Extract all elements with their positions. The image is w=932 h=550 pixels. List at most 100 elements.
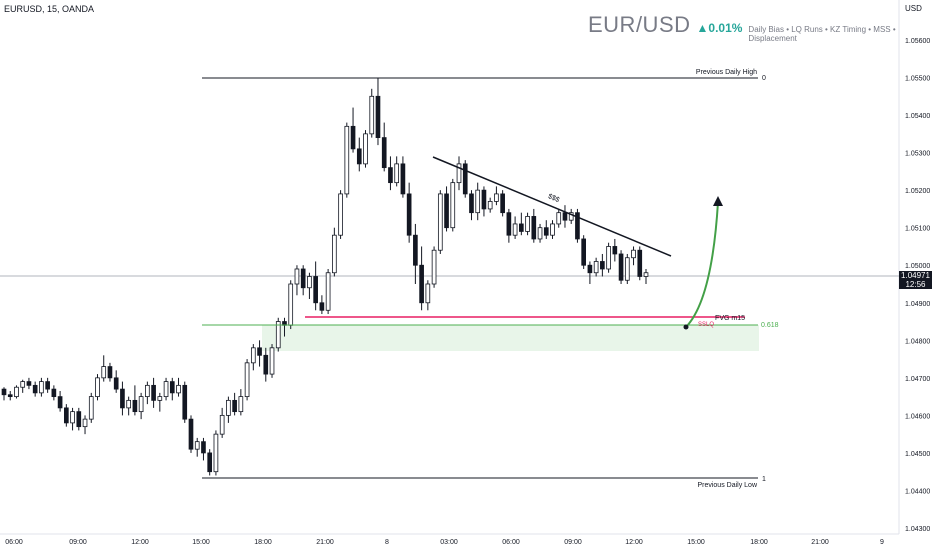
candle-body — [207, 452, 213, 473]
current-price-value: 1.04971 — [901, 271, 930, 280]
candle — [163, 377, 169, 401]
time-tick-label: 09:00 — [564, 539, 582, 546]
candle-body — [14, 386, 19, 398]
candle — [120, 381, 125, 416]
candle-body — [257, 347, 262, 356]
candle-body — [643, 272, 649, 277]
candle-body — [350, 125, 356, 150]
candle — [568, 208, 574, 224]
candle — [525, 212, 530, 236]
candle-body — [275, 321, 281, 349]
candle — [600, 253, 605, 277]
price-axis[interactable]: 1.05600 1.05500 1.05400 1.05300 1.05200 1.051… — [905, 38, 930, 533]
candle — [437, 190, 443, 254]
trendline[interactable] — [432, 156, 672, 257]
price-tick-label: 1.04300 — [905, 526, 930, 533]
candle-body — [512, 223, 518, 236]
candle-body — [618, 253, 624, 281]
ssl-label: SSLQ — [698, 322, 714, 328]
candle-body — [63, 407, 69, 424]
fvg-zone — [262, 325, 759, 351]
candle — [444, 186, 449, 232]
candle — [51, 385, 57, 401]
candle — [618, 250, 624, 284]
candle-body — [500, 193, 505, 214]
fib-618-label: 0.618 — [761, 322, 779, 329]
candle-body — [213, 433, 219, 473]
candle — [456, 156, 462, 191]
candle — [207, 449, 213, 476]
price-tick-label: 1.05000 — [905, 263, 930, 270]
candle — [531, 208, 537, 243]
candle-body — [151, 384, 156, 401]
candle — [363, 130, 368, 168]
candle-body — [70, 411, 75, 424]
candle — [431, 246, 437, 288]
candle — [219, 407, 225, 438]
candle-body — [413, 234, 418, 266]
candle-body — [157, 396, 163, 401]
candle — [575, 208, 580, 243]
candle-body — [1, 388, 7, 396]
candle-body — [581, 238, 587, 266]
time-tick-label: 8 — [385, 539, 389, 546]
time-tick-label: 06:00 — [502, 539, 520, 546]
candle — [95, 374, 100, 401]
candle — [113, 370, 119, 393]
candle — [307, 272, 312, 300]
candle — [413, 223, 418, 284]
candle — [338, 190, 343, 239]
candle — [288, 280, 294, 330]
candle-body — [543, 227, 549, 236]
candle-body — [57, 396, 63, 409]
candle-body — [406, 193, 412, 236]
candle — [475, 182, 481, 221]
candle — [593, 257, 599, 277]
symbol-info[interactable]: EURUSD, 15, OANDA — [4, 4, 95, 14]
candle-body — [381, 137, 387, 169]
watermark: EUR/USD ▲0.01% Daily Bias • LQ Runs • KZ… — [588, 12, 932, 43]
price-tick-label: 1.05400 — [905, 113, 930, 120]
price-tick-label: 1.05100 — [905, 226, 930, 233]
candle — [238, 389, 244, 416]
time-tick-label: 18:00 — [750, 539, 768, 546]
candle-body — [300, 268, 306, 289]
candle-body — [250, 347, 256, 364]
time-axis[interactable]: 06:00 09:00 12:00 15:00 18:00 21:00 8 03:00 06:0… — [5, 539, 884, 546]
candle-body — [82, 418, 88, 428]
candle — [612, 238, 618, 262]
candle-body — [462, 163, 468, 195]
candle — [494, 186, 499, 206]
candle-body — [437, 193, 443, 251]
candle-body — [39, 381, 44, 394]
candle-body — [269, 347, 275, 375]
candle-body — [145, 384, 150, 398]
projection-arrow[interactable] — [685, 201, 719, 328]
candle — [269, 344, 275, 378]
candle-body — [238, 396, 244, 413]
candle-body — [194, 441, 200, 450]
candle — [375, 77, 381, 146]
candle-body — [332, 234, 337, 274]
candle — [126, 396, 131, 416]
candle-body — [294, 268, 300, 285]
candle-body — [556, 212, 562, 225]
candle — [188, 415, 194, 453]
candle-body — [307, 276, 312, 289]
watermark-change: ▲0.01% — [696, 21, 743, 35]
candle-body — [51, 388, 57, 398]
candle-body — [113, 377, 119, 390]
candles-layer — [1, 77, 649, 476]
axis-currency: USD — [905, 4, 922, 13]
candle-body — [537, 227, 543, 240]
time-tick-label: 18:00 — [254, 539, 272, 546]
price-tick-label: 1.04600 — [905, 413, 930, 420]
candle-body — [425, 283, 431, 304]
candle — [469, 190, 474, 221]
candle-body — [475, 189, 481, 214]
price-tick-label: 1.05300 — [905, 151, 930, 158]
candle — [201, 437, 206, 461]
candle — [462, 160, 468, 198]
candle — [562, 205, 568, 228]
